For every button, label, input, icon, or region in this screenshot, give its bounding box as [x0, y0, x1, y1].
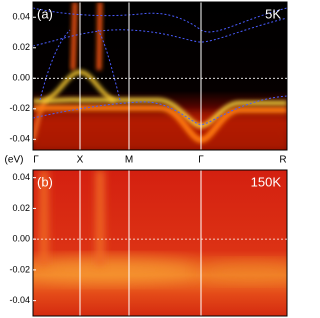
- panel-label: (b): [37, 174, 53, 189]
- figure: (eV) Γ X M Γ R 0.04 0.02 0.00 -0.02 -0.04 (a)…: [5, 1, 288, 317]
- k-lines: [79, 2, 202, 316]
- y-tick-label: -0.02: [9, 264, 30, 274]
- y-tick-label: -0.04: [9, 134, 30, 144]
- y-tick-label: 0.00: [12, 73, 30, 83]
- spectrum-image: [33, 170, 287, 316]
- energy-unit: (eV): [5, 155, 24, 166]
- panel-frame: [32, 169, 288, 317]
- k-point-label: M: [125, 155, 133, 166]
- k-point-label: Γ: [33, 155, 39, 166]
- temperature-label: 150K: [251, 174, 282, 189]
- y-tick-label: 0.04: [12, 12, 30, 22]
- panel-frame: [32, 1, 288, 151]
- temperature-label: 5K: [265, 6, 281, 21]
- y-tick-label: 0.04: [12, 172, 30, 182]
- y-tick-label: -0.02: [9, 103, 30, 113]
- panel-label: (a): [37, 6, 53, 21]
- y-tick-label: -0.04: [9, 295, 30, 305]
- k-point-label: Γ: [198, 155, 204, 166]
- spectrum-image: [33, 2, 287, 150]
- y-tick-label: 0.02: [12, 203, 30, 213]
- y-tick-label: 0.02: [12, 42, 30, 52]
- y-tick-label: 0.00: [12, 234, 30, 244]
- k-point-label: X: [77, 155, 84, 166]
- k-point-label: R: [279, 155, 286, 166]
